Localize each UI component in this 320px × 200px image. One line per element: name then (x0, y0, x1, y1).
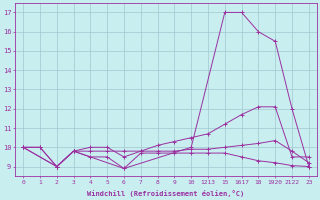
X-axis label: Windchill (Refroidissement éolien,°C): Windchill (Refroidissement éolien,°C) (87, 190, 244, 197)
